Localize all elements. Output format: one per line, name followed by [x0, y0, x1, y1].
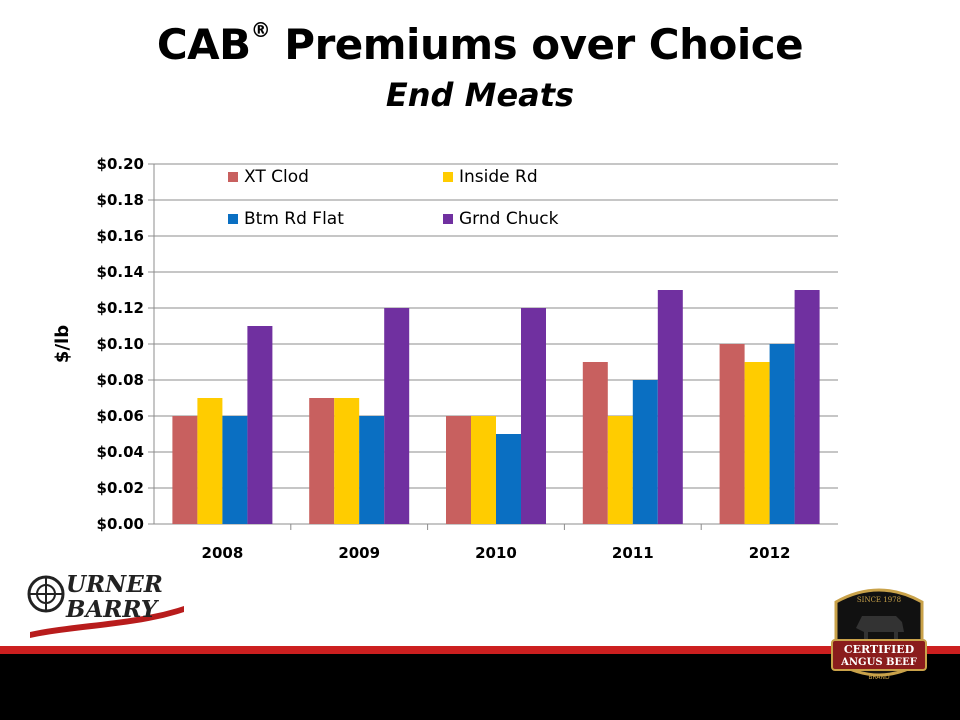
x-tick-label: 2011 — [612, 544, 654, 562]
bar — [719, 344, 745, 524]
bar — [607, 416, 633, 524]
bar — [744, 362, 770, 524]
y-tick-label: $0.04 — [97, 443, 144, 461]
bar — [172, 416, 198, 524]
y-axis-title: $/lb — [52, 325, 73, 363]
legend-swatch — [443, 172, 453, 182]
bar — [359, 416, 385, 524]
bar — [247, 326, 273, 524]
urner-text: URNER — [66, 571, 163, 598]
bar — [384, 308, 410, 524]
y-tick-label: $0.14 — [97, 263, 144, 281]
bar — [446, 416, 471, 524]
x-tick-label: 2012 — [749, 544, 791, 562]
legend-swatch — [443, 214, 453, 224]
urner-barry-logo: URNER BARRY — [26, 566, 186, 642]
legend-swatch — [228, 172, 238, 182]
y-tick-label: $0.02 — [97, 479, 144, 497]
y-tick-label: $0.16 — [97, 227, 144, 245]
since-text: SINCE 1978 — [857, 596, 901, 604]
bar — [309, 398, 335, 524]
bar — [222, 416, 248, 524]
legend-label: XT Clod — [244, 167, 309, 187]
bar — [769, 344, 795, 524]
registered-mark: ® — [250, 18, 271, 42]
slide-subtitle: End Meats — [385, 76, 575, 114]
y-tick-label: $0.18 — [97, 191, 144, 209]
bar — [496, 434, 521, 524]
slide-title: CAB® Premiums over Choice — [156, 18, 804, 69]
y-tick-label: $0.20 — [97, 155, 144, 173]
certified-angus-beef-logo: SINCE 1978 CERTIFIED ANGUS BEEF BRAND — [826, 584, 932, 688]
certified-text: CERTIFIED — [844, 643, 915, 656]
bar — [632, 380, 658, 524]
y-tick-label: $0.12 — [97, 299, 144, 317]
legend-label: Inside Rd — [459, 167, 538, 187]
angus-beef-text: ANGUS BEEF — [840, 657, 917, 668]
x-tick-label: 2008 — [202, 544, 244, 562]
x-tick-label: 2009 — [338, 544, 380, 562]
bar — [794, 290, 820, 524]
legend-swatch — [228, 214, 238, 224]
footer-black-bar — [0, 654, 960, 720]
bar — [521, 308, 546, 524]
footer-red-bar — [0, 646, 960, 654]
barry-text: BARRY — [65, 596, 160, 623]
brand-text: BRAND — [868, 674, 890, 681]
y-tick-label: $0.06 — [97, 407, 144, 425]
y-tick-label: $0.00 — [97, 515, 144, 533]
y-tick-label: $0.10 — [97, 335, 144, 353]
bar — [334, 398, 360, 524]
x-tick-label: 2010 — [475, 544, 517, 562]
legend-label: Grnd Chuck — [459, 209, 559, 229]
bar — [582, 362, 608, 524]
bar — [471, 416, 496, 524]
y-tick-label: $0.08 — [97, 371, 144, 389]
bar — [197, 398, 223, 524]
bar — [657, 290, 683, 524]
legend-label: Btm Rd Flat — [244, 209, 344, 229]
